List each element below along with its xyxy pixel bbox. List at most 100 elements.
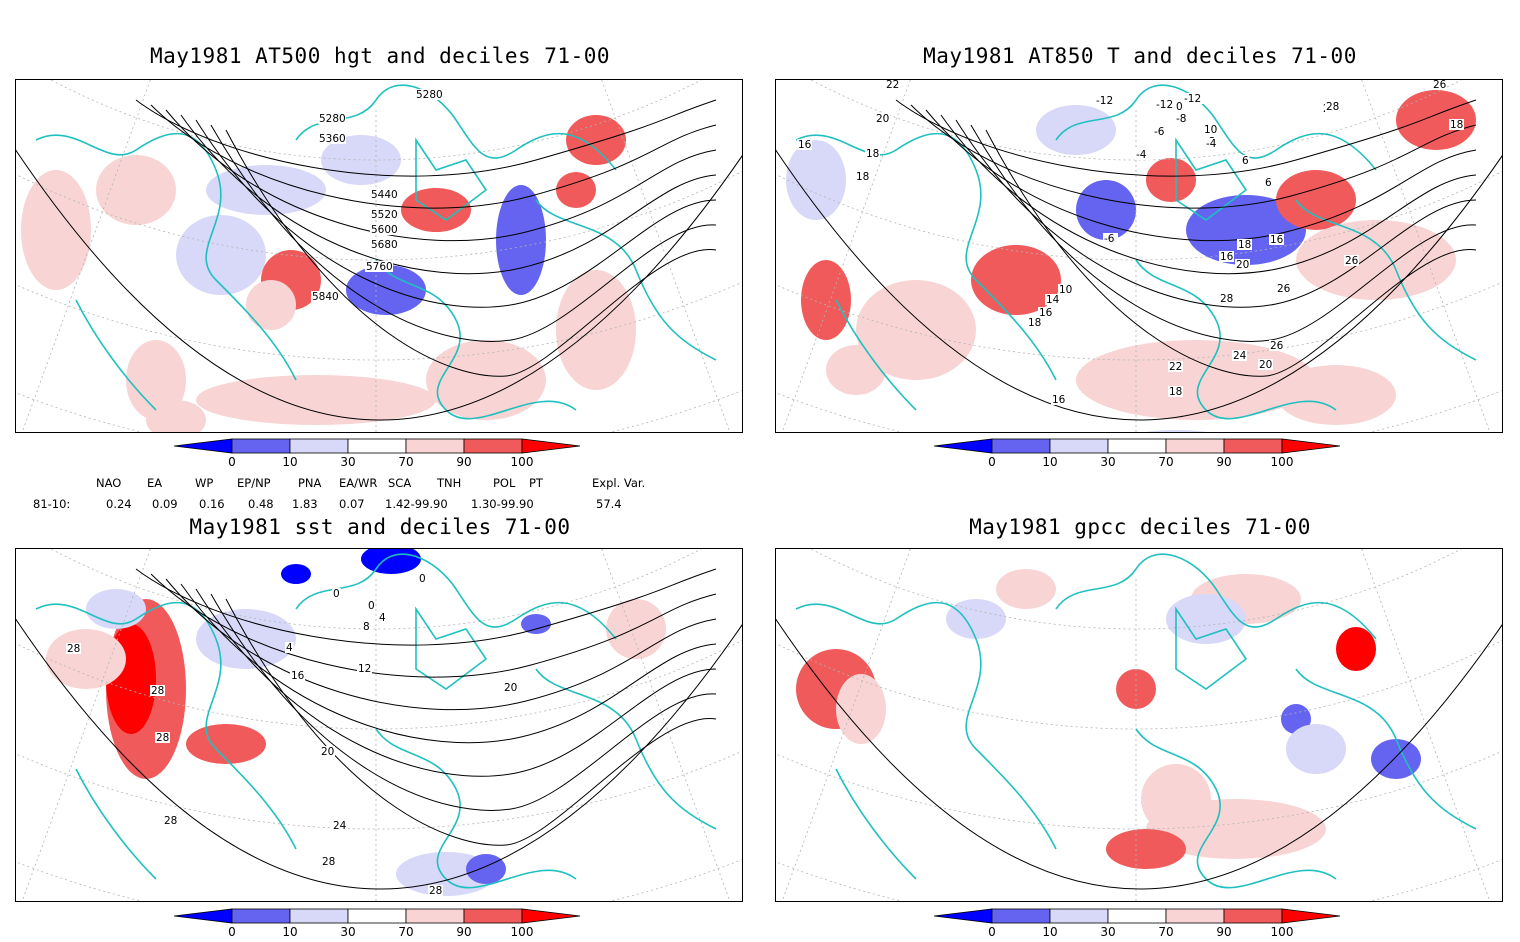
contour-label: 14 <box>1046 294 1060 306</box>
contour-label-bg <box>1045 294 1060 305</box>
map-sst: 28 28 28 4 16 12 8 4 0 0 0 20 20 24 28 28 28 <box>15 548 743 902</box>
contour-label: 5280 <box>319 113 346 125</box>
contour-label: 16 <box>1052 394 1066 406</box>
coastline <box>835 768 917 880</box>
contour-label-bg <box>1344 255 1359 266</box>
anomaly-shading <box>946 599 1006 639</box>
contour-label-bg <box>365 261 393 272</box>
contour-label-bg <box>320 746 335 757</box>
contour-label-bg <box>1183 93 1205 104</box>
colorbar-tick-label: 30 <box>1100 455 1116 469</box>
colorbar-segment <box>347 908 407 924</box>
contour-label-bg <box>357 663 372 674</box>
colorbar-tick-label: 30 <box>1100 925 1116 939</box>
index-header: PT <box>529 476 543 490</box>
colorbar-segment <box>1165 908 1225 924</box>
contour-label: 4 <box>286 642 293 654</box>
contour-label: 20 <box>876 113 889 125</box>
latitude-gridline <box>810 549 1462 630</box>
contour-label-bg <box>415 89 443 100</box>
contour-label: 0 <box>1176 101 1183 113</box>
contour-line <box>135 568 717 646</box>
contour-label-bg <box>290 670 305 681</box>
contour-line <box>210 593 717 811</box>
meridian-gridline <box>601 549 731 901</box>
colorbar-tick-label: 0 <box>988 455 996 469</box>
coastline <box>795 601 1057 850</box>
contour-label-bg <box>1269 234 1284 245</box>
contour-label: -12 <box>1156 99 1173 111</box>
contour-label-bg <box>855 171 870 182</box>
panel-title-t850: May1981 AT850 T and deciles 71-00 <box>923 44 1357 68</box>
contour-label-bg <box>1135 149 1150 160</box>
contour-label-bg <box>1449 119 1464 130</box>
anomaly-shading <box>801 260 851 340</box>
contour-label-bg <box>1175 101 1184 112</box>
contour-label: 20 <box>321 746 334 758</box>
contour-label-bg <box>1276 283 1291 294</box>
contour-label-bg <box>1153 126 1168 137</box>
anomaly-shading <box>361 549 421 574</box>
anomaly-shading <box>836 674 886 744</box>
contour-label-bg <box>1103 233 1118 244</box>
anomaly-shading <box>426 340 546 420</box>
colorbar-tick-label: 10 <box>282 455 298 469</box>
colorbar-segment <box>289 908 349 924</box>
contour-label: 22 <box>886 80 899 91</box>
anomaly-shading <box>196 375 436 425</box>
colorbar-tick-label: 10 <box>1042 925 1058 939</box>
contour-label: 0 <box>368 600 375 612</box>
contour-line <box>195 588 717 777</box>
anomaly-shading <box>826 345 886 395</box>
colorbar-tick-label: 90 <box>456 455 472 469</box>
contour-label-bg <box>885 80 900 90</box>
coastline <box>295 553 617 640</box>
coastline <box>1295 199 1477 361</box>
colorbar-segment <box>991 908 1051 924</box>
contour-label-bg <box>1175 113 1190 124</box>
colorbar-segment <box>521 438 581 454</box>
contour-label-bg <box>1155 99 1177 110</box>
anomaly-shading <box>96 155 176 225</box>
colorbar-segment <box>933 438 993 454</box>
contour-label: 16 <box>1039 307 1053 319</box>
colorbar-segment <box>1223 908 1283 924</box>
contour-label: 20 <box>1259 359 1272 371</box>
anomaly-shading <box>521 614 551 634</box>
colorbar-segment <box>1107 438 1167 454</box>
contour-label: 18 <box>1169 386 1182 398</box>
index-row-label: 81-10: <box>33 497 71 511</box>
colorbar-tick-label: 70 <box>1158 925 1174 939</box>
contour-label: 24 <box>1233 350 1247 362</box>
anomaly-shading <box>786 140 846 220</box>
contour-label-bg <box>1095 95 1117 106</box>
anomaly-shading <box>466 854 506 884</box>
index-header: SCA <box>388 476 412 490</box>
contour-label: 16 <box>291 670 305 682</box>
anomaly-shading <box>556 270 636 390</box>
contour-label: 24 <box>333 820 347 832</box>
colorbar-tick-label: 10 <box>1042 455 1058 469</box>
anomaly-shading <box>186 724 266 764</box>
index-value: 0.48 <box>248 497 274 511</box>
colorbar-segment <box>173 438 233 454</box>
coastline <box>375 728 577 889</box>
colorbar-segment <box>405 438 465 454</box>
contour-label: 28 <box>1220 293 1233 305</box>
colorbar-tick-label: 70 <box>398 455 414 469</box>
colorbar-tick-label: 90 <box>1216 925 1232 939</box>
contour-label: 28 <box>151 685 164 697</box>
colorbar-gpcc: 0 10 30 70 90 100 <box>930 908 1350 942</box>
index-header: EA <box>147 476 163 490</box>
contour-label: 5520 <box>371 209 398 221</box>
contour-label: 20 <box>504 682 517 694</box>
anomaly-shading <box>281 564 311 584</box>
contour-label-bg <box>1264 177 1273 188</box>
colorbar-segment <box>231 908 291 924</box>
contour-label-bg <box>503 682 518 693</box>
anomaly-shading <box>1396 90 1476 150</box>
anomaly-shading <box>46 629 126 689</box>
anomaly-shading <box>496 185 546 295</box>
contour-label-bg <box>1325 101 1340 112</box>
index-value: 57.4 <box>596 497 622 511</box>
